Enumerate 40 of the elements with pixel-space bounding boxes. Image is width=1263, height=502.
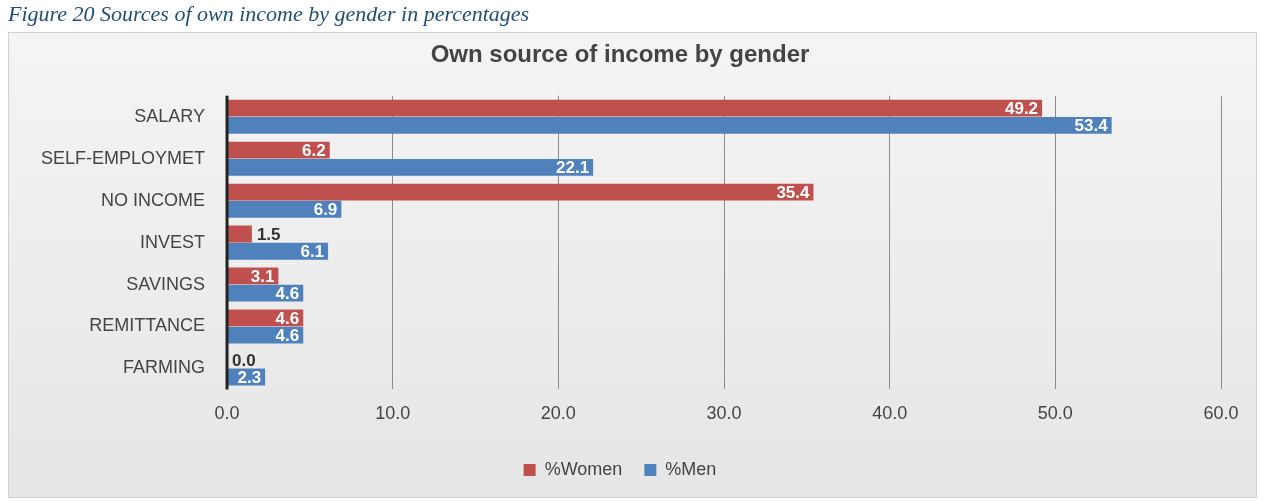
data-label: 6.1	[300, 241, 325, 261]
caption: Figure 20 Sources of own income by gender in percentages	[7, 0, 531, 28]
x-tick-label: 10.0	[375, 403, 411, 424]
data-label: 2.3	[237, 367, 262, 387]
data-label: 3.1	[250, 266, 275, 286]
bar	[227, 99, 1043, 117]
bar	[227, 183, 814, 201]
bar	[227, 141, 330, 159]
y-tick-label: FARMING	[123, 357, 206, 378]
x-tick-label: 60.0	[1203, 403, 1239, 424]
data-label: 49.2	[1004, 98, 1039, 118]
data-label: 35.4	[776, 182, 811, 202]
x-tick-label: 0.0	[214, 403, 240, 424]
data-label: 4.6	[275, 283, 300, 303]
data-label: 6.9	[313, 199, 338, 219]
data-label: 0.0	[232, 350, 256, 370]
x-tick-label: 30.0	[706, 403, 742, 424]
x-tick-label: 20.0	[540, 403, 576, 424]
data-label: 4.6	[275, 308, 300, 328]
data-label: 4.6	[275, 325, 300, 345]
bar	[227, 116, 1112, 134]
x-tick-label: 50.0	[1037, 403, 1073, 424]
y-tick-label: SAVINGS	[126, 273, 206, 294]
data-label: 1.5	[256, 224, 281, 244]
bar	[227, 158, 594, 176]
legend-label: %Women	[544, 458, 623, 479]
y-tick-label: NO INCOME	[101, 189, 206, 210]
data-label: 53.4	[1074, 116, 1109, 136]
data-label: 22.1	[556, 158, 590, 177]
bar	[227, 200, 342, 218]
data-label: 6.2	[302, 140, 326, 160]
chart-title: Own source of income by gender	[430, 40, 810, 68]
legend-label: %Men	[665, 458, 717, 479]
y-tick-label: SELF-EMPLOYMET	[41, 147, 206, 168]
bar	[227, 225, 252, 243]
x-tick-label: 40.0	[872, 403, 908, 424]
bar	[227, 242, 329, 260]
y-tick-label: SALARY	[134, 105, 206, 126]
y-tick-label: REMITTANCE	[89, 315, 206, 336]
y-tick-label: INVEST	[140, 231, 206, 252]
